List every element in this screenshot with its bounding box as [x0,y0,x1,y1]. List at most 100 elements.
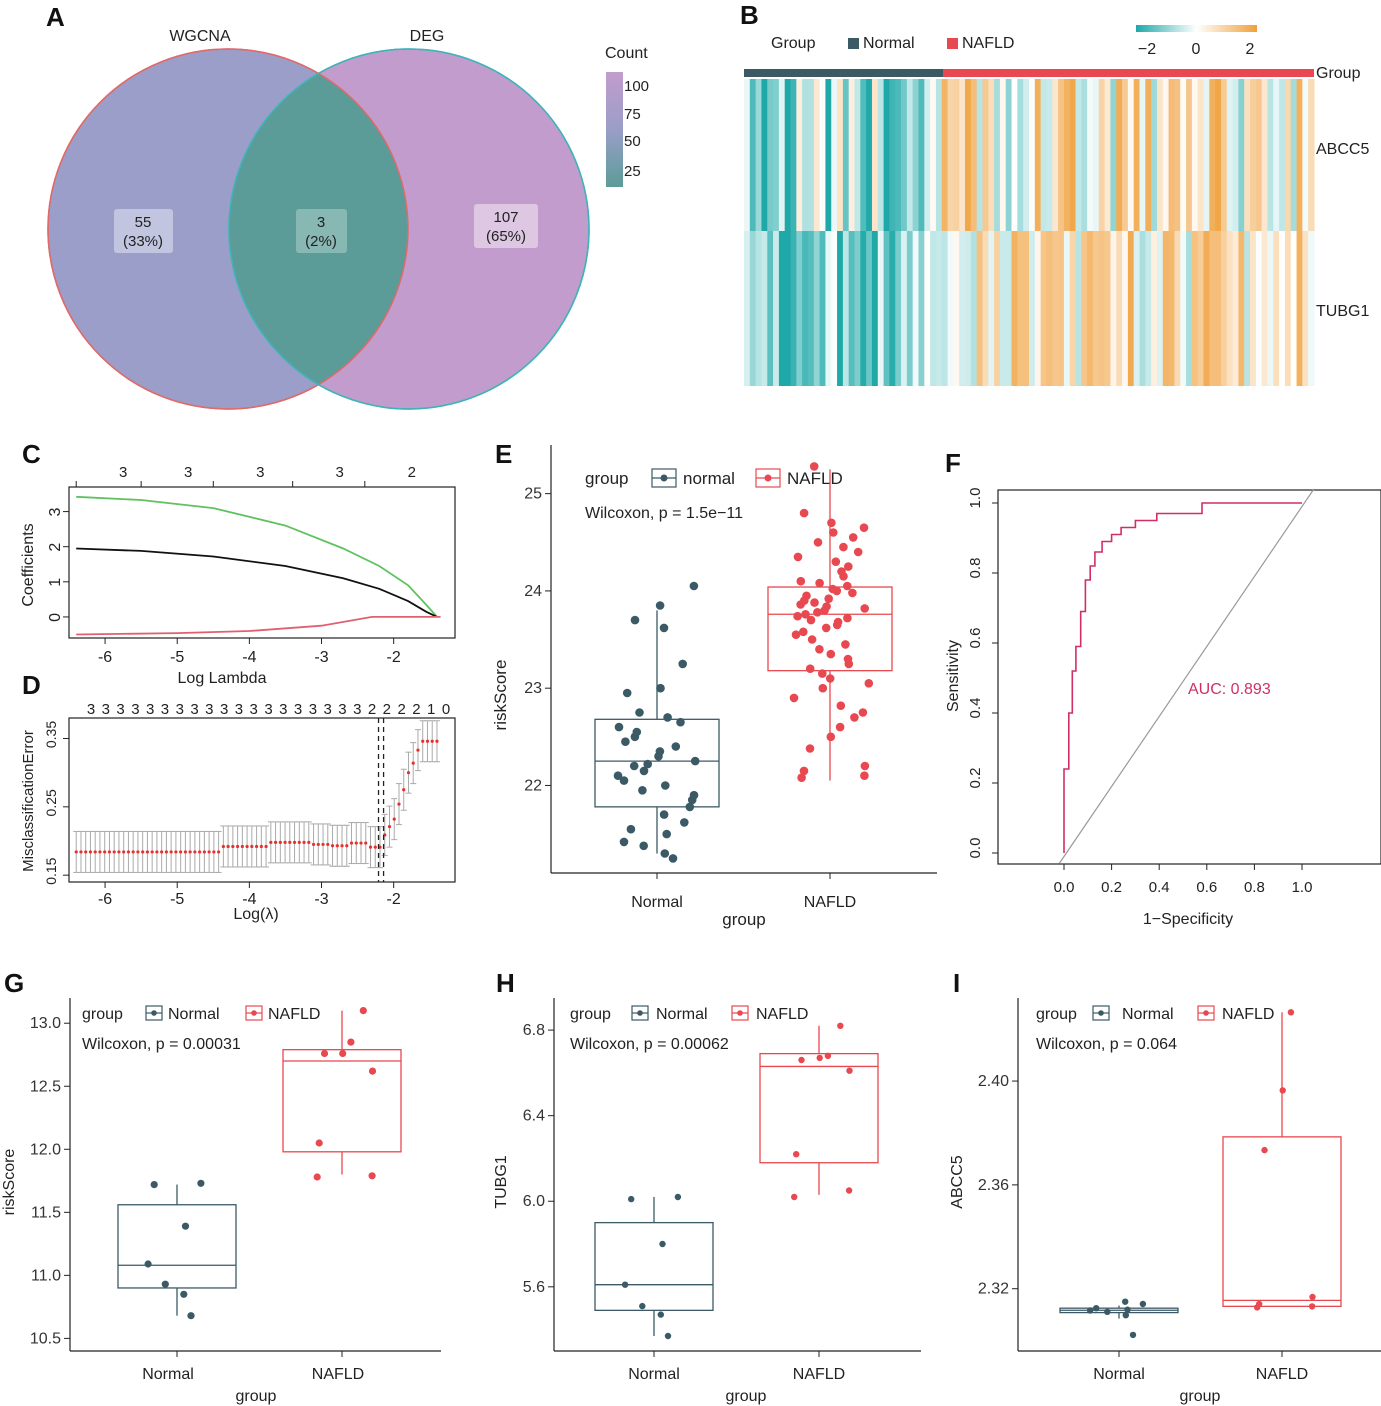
mean-point [264,844,268,849]
heatmap-scale-bar [1136,25,1257,32]
legend-swatch-normal [848,38,859,49]
legend-title: group [1036,1006,1077,1023]
heatmap-cell [1063,231,1071,386]
heatmap-cell [1104,231,1112,386]
heatmap-cell [1238,231,1245,386]
heatmap-cell [813,231,821,386]
data-point [837,567,846,576]
mean-point [198,850,202,854]
heatmap-cell [1197,79,1205,231]
data-point [793,611,802,621]
heatmap-cell [918,231,925,386]
mean-point [321,842,325,847]
heatmap-cell [924,79,931,231]
heatmap-cell [773,79,780,231]
data-point [1086,1307,1094,1314]
heatmap-cell [1005,231,1013,386]
heatmap-cell [796,79,803,231]
count-legend-tick: 50 [624,133,641,150]
data-point [656,683,665,693]
heatmap-cell [901,231,908,386]
axes: -6 -5 -4 -3 -2 0.15 0.25 0.35 [43,721,401,908]
legend-label-normal: Normal [1122,1006,1174,1023]
data-point [826,732,836,742]
heatmap-cell [1029,79,1036,231]
data-point [837,1022,844,1029]
mean-point [188,850,192,854]
data-point [859,523,869,532]
mean-point [273,840,278,844]
heatmap-cell [895,79,902,231]
data-point [860,761,870,771]
heatmap-cell [1226,79,1234,231]
heatmap-cell [1081,231,1088,386]
heatmap-cell [767,79,774,231]
heatmap-cell [1267,231,1274,386]
heatmap-cell [842,79,850,231]
mean-point [349,841,354,845]
mean-point [359,841,363,845]
top-tick-label: 3 [116,701,124,718]
mean-point [174,850,178,854]
data-point [628,1195,635,1203]
data-point [1122,1312,1130,1319]
mean-point [88,850,93,854]
legend-label-normal: Normal [656,1006,708,1023]
coefficient-line-green [76,495,438,618]
data-point [813,608,822,617]
heatmap-cell [831,79,838,231]
mean-point [421,739,425,743]
venn-pct-overlap: (2%) [305,233,337,250]
mean-point [155,850,159,854]
heatmap-cell [912,79,920,231]
data-point [818,669,827,678]
x-tick-label-nafld: NAFLD [793,1366,845,1383]
top-tick-label: 3 [131,701,139,718]
x-tick-label: 0.4 [1149,879,1170,896]
legend-title: group [570,1006,611,1023]
heatmap-cell [1238,79,1245,231]
heatmap-cell [877,79,885,231]
heatmap-cell [842,231,850,386]
data-point [1104,1308,1111,1316]
data-point [368,1172,376,1180]
heatmap-cell [924,231,931,386]
panel-letter-i: I [953,968,960,998]
mean-point [406,771,411,775]
mean-point [435,739,439,743]
data-point [799,766,809,776]
data-point [796,576,806,586]
heatmap-cell [930,79,937,231]
data-point [662,829,671,839]
mean-point [364,841,368,845]
heatmap-cell [1098,231,1106,386]
mean-point [221,844,225,849]
x-tick-label: -3 [314,649,328,666]
data-point [1261,1146,1268,1154]
data-point [359,1007,367,1015]
x-tick-label: -3 [314,891,328,908]
heatmap-cell [935,79,943,231]
mean-point [397,802,401,806]
heatmap-cell [1168,79,1176,231]
heatmap-cell [837,79,844,231]
data-point [805,744,815,753]
mean-point [141,850,145,854]
x-tick-label-nafld: NAFLD [1256,1366,1308,1383]
data-point [845,1187,853,1194]
heatmap-cell [889,79,896,231]
heatmap-cell [860,231,867,386]
heatmap-cell [1203,79,1210,231]
x-axis-label: Log(λ) [233,906,278,923]
y-tick-label: 0.4 [967,698,984,719]
venn-set-label-deg: DEG [410,28,445,45]
data-point [1093,1305,1100,1312]
heatmap-cell [1058,79,1065,231]
data-point [824,594,833,603]
data-point [829,528,838,537]
mean-point [79,850,83,854]
data-point [825,674,835,683]
heatmap-cell [854,79,861,231]
mean-point [245,844,249,849]
